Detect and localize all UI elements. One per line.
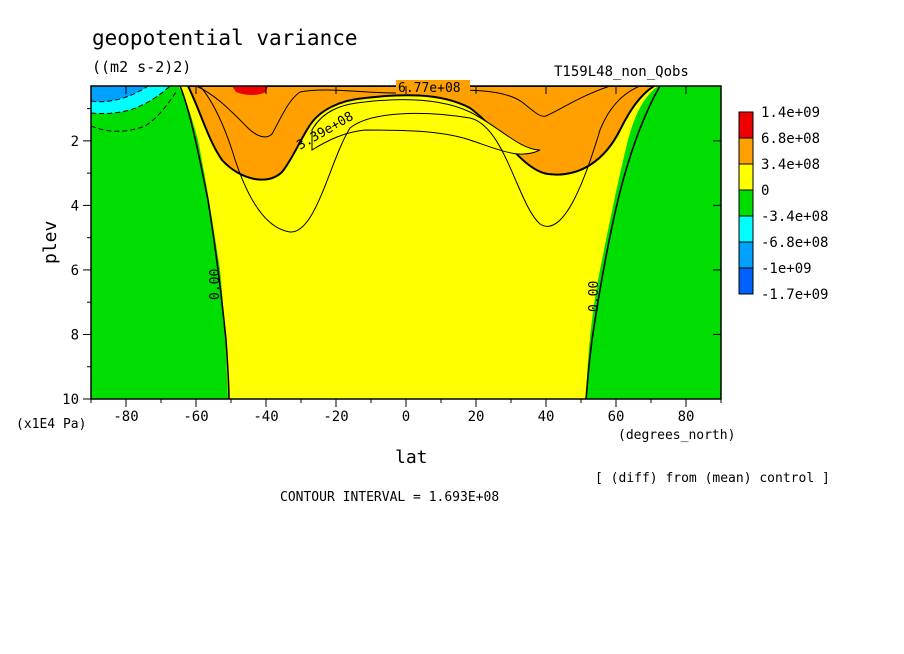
colorbar-swatch	[738, 241, 754, 269]
x-tick-label: 40	[538, 409, 555, 425]
y-tick-label: 4	[71, 198, 79, 214]
y-tick-label: 10	[62, 392, 79, 408]
x-tick-label: 20	[468, 409, 485, 425]
contour-line-thin-top	[195, 86, 611, 138]
diff-note: [ (diff) from (mean) control ]	[595, 471, 830, 486]
contour-label-top: 6.77e+08	[398, 81, 461, 96]
colorbar-swatch	[738, 267, 754, 295]
run-label: T159L48_non_Qobs	[554, 64, 689, 80]
plot-field	[91, 86, 721, 399]
x-tick-label: -60	[183, 409, 208, 425]
region-positive-orange	[186, 86, 656, 181]
region-inner-yellow	[311, 99, 541, 155]
contour-line-3.39e08-inner	[199, 86, 641, 233]
colorbar-swatch	[738, 189, 754, 217]
x-axis-label: lat	[395, 447, 428, 468]
y-tick-label: 2	[71, 134, 79, 150]
x-tick-label: 60	[608, 409, 625, 425]
y-tick-label: 8	[71, 327, 79, 343]
colorbar-label: 6.8e+08	[761, 131, 820, 147]
colorbar-label: -1e+09	[761, 261, 812, 277]
y-axis-unit: (x1E4 Pa)	[16, 417, 86, 432]
units-label: ((m2 s-2)2)	[92, 58, 191, 76]
colorbar-swatch	[738, 163, 754, 191]
contour-line-zero-left	[179, 86, 230, 399]
colorbar-label: -6.8e+08	[761, 235, 828, 251]
contour-label-zero-right: 0.00	[587, 281, 602, 312]
x-tick-label: -80	[113, 409, 138, 425]
x-axis-unit: (degrees_north)	[618, 428, 735, 443]
colorbar-label: -1.7e+09	[761, 287, 828, 303]
x-tick-label: -20	[323, 409, 348, 425]
x-tick-label: 0	[402, 409, 410, 425]
x-tick-label: -40	[253, 409, 278, 425]
y-axis: 2 4 6 8 10	[62, 108, 721, 408]
x-tick-label: 80	[678, 409, 695, 425]
colorbar-label: 1.4e+09	[761, 105, 820, 121]
colorbar-label: 0	[761, 183, 769, 199]
region-negative-blue	[91, 86, 149, 103]
colorbar-label: 3.4e+08	[761, 157, 820, 173]
region-positive-red	[232, 86, 268, 95]
contour-interval: CONTOUR INTERVAL = 1.693E+08	[280, 490, 499, 505]
y-tick-label: 6	[71, 263, 79, 279]
chart-title: geopotential variance	[92, 26, 358, 50]
colorbar-swatch	[738, 215, 754, 243]
colorbar: 1.4e+09 6.8e+08 3.4e+08 0 -3.4e+08 -6.8e+08 -1…	[738, 105, 828, 303]
contour-label-zero-left: 0.00	[208, 269, 223, 300]
colorbar-swatch	[738, 137, 754, 165]
contour-line-negative-dashed	[91, 91, 177, 132]
x-axis: -80 -60 -40 -20 0 20 40 60 80	[90, 86, 722, 425]
colorbar-label: -3.4e+08	[761, 209, 828, 225]
y-axis-label: plev	[40, 221, 61, 264]
contour-line-zero-right	[585, 86, 661, 399]
colorbar-swatch	[738, 111, 754, 139]
